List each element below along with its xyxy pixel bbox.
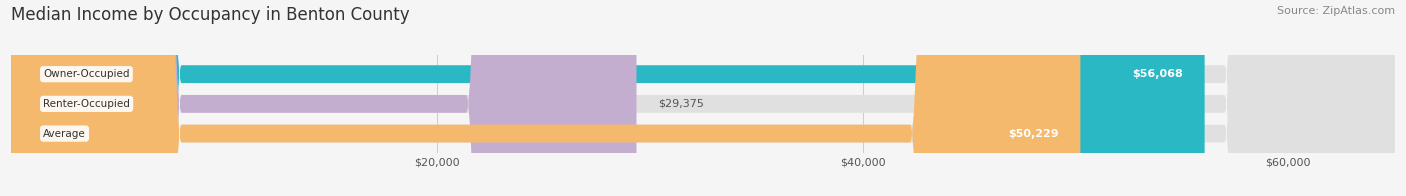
Text: Median Income by Occupancy in Benton County: Median Income by Occupancy in Benton Cou… xyxy=(11,6,411,24)
FancyBboxPatch shape xyxy=(11,0,637,196)
FancyBboxPatch shape xyxy=(11,0,1395,196)
Text: $29,375: $29,375 xyxy=(658,99,703,109)
FancyBboxPatch shape xyxy=(11,0,1395,196)
FancyBboxPatch shape xyxy=(11,0,1080,196)
FancyBboxPatch shape xyxy=(11,0,1395,196)
Text: Renter-Occupied: Renter-Occupied xyxy=(44,99,129,109)
Text: $50,229: $50,229 xyxy=(1008,129,1059,139)
Text: Source: ZipAtlas.com: Source: ZipAtlas.com xyxy=(1277,6,1395,16)
Text: $56,068: $56,068 xyxy=(1133,69,1184,79)
Text: Owner-Occupied: Owner-Occupied xyxy=(44,69,129,79)
Text: Average: Average xyxy=(44,129,86,139)
FancyBboxPatch shape xyxy=(11,0,1205,196)
